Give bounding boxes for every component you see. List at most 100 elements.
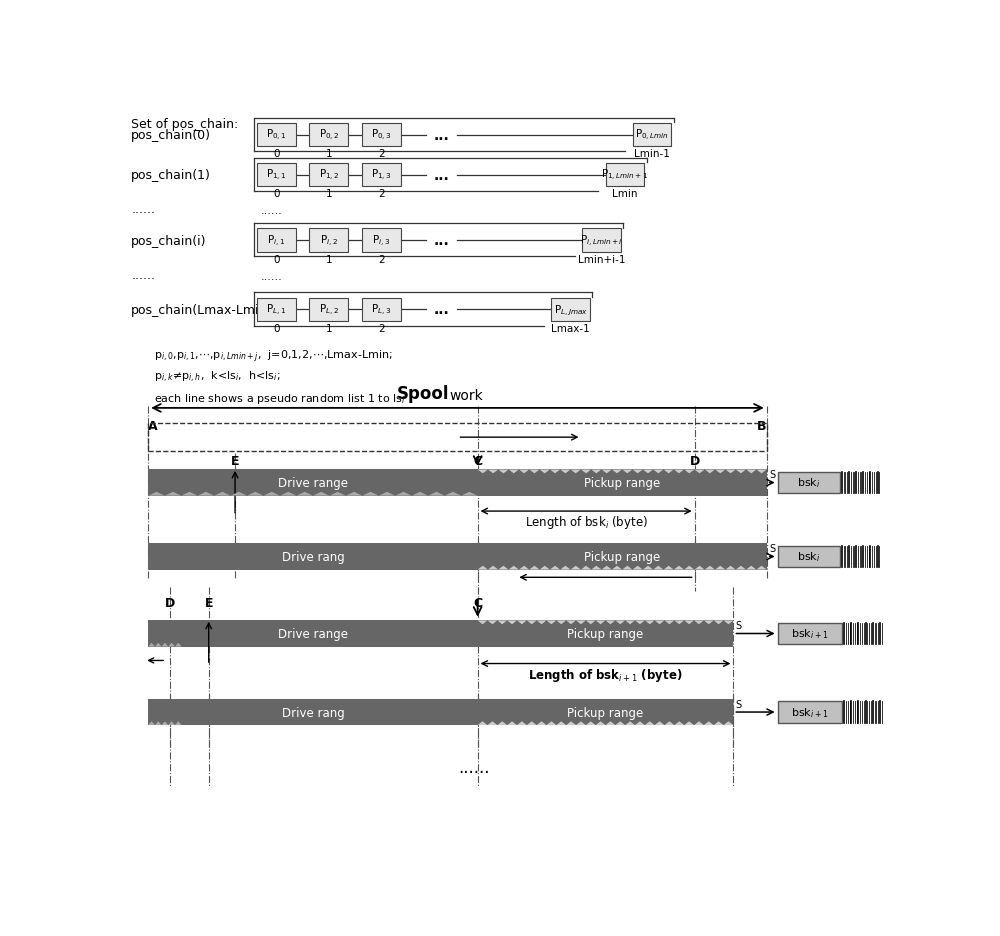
Polygon shape [428, 492, 445, 496]
Polygon shape [674, 470, 684, 474]
Text: P$_{L,Jmax}$: P$_{L,Jmax}$ [554, 303, 588, 317]
Bar [148, 544, 478, 570]
Polygon shape [497, 722, 507, 725]
Bar [148, 621, 478, 647]
Text: P$_{i,2}$: P$_{i,2}$ [320, 233, 338, 248]
Bar [362, 164, 401, 187]
Polygon shape [165, 492, 181, 496]
Text: 1: 1 [326, 255, 332, 265]
Polygon shape [663, 566, 674, 570]
Text: P$_{1,3}$: P$_{1,3}$ [371, 168, 392, 183]
Polygon shape [694, 470, 705, 474]
Polygon shape [596, 621, 606, 624]
Polygon shape [148, 492, 165, 496]
Polygon shape [625, 621, 635, 624]
Polygon shape [665, 621, 674, 624]
Polygon shape [379, 492, 395, 496]
Text: each line shows a pseudo random list 1 to ls$_i$: each line shows a pseudo random list 1 t… [154, 391, 406, 405]
Text: Lmin-1: Lmin-1 [634, 149, 670, 159]
Polygon shape [612, 566, 622, 570]
Polygon shape [645, 621, 655, 624]
Text: Pickup range: Pickup range [567, 627, 644, 640]
Text: D: D [690, 455, 700, 468]
Polygon shape [507, 722, 517, 725]
Polygon shape [665, 722, 674, 725]
Text: Drive range: Drive range [278, 476, 348, 490]
Text: ......: ...... [261, 271, 282, 282]
Polygon shape [529, 566, 540, 570]
Polygon shape [168, 722, 175, 725]
Text: 1: 1 [326, 189, 332, 199]
Text: Pickup range: Pickup range [584, 476, 660, 490]
Polygon shape [329, 492, 346, 496]
Polygon shape [540, 470, 550, 474]
Bar [148, 424, 767, 451]
Polygon shape [537, 621, 546, 624]
Text: S: S [736, 699, 742, 709]
Polygon shape [615, 722, 625, 725]
Polygon shape [571, 470, 581, 474]
Polygon shape [168, 643, 175, 647]
Bar [257, 164, 296, 187]
Text: Drive rang: Drive rang [282, 706, 344, 719]
Polygon shape [694, 722, 704, 725]
Polygon shape [488, 566, 498, 570]
Text: p$_{i,0}$,p$_{i,1}$,⋯,p$_{i,Lmin+j}$,  j=0,1,2,⋯,Lmax-Lmin;: p$_{i,0}$,p$_{i,1}$,⋯,p$_{i,Lmin+j}$, j=… [154, 348, 393, 365]
Polygon shape [247, 492, 264, 496]
Polygon shape [736, 566, 746, 570]
Polygon shape [231, 492, 247, 496]
Polygon shape [586, 621, 596, 624]
Text: Drive rang: Drive rang [282, 550, 344, 563]
Polygon shape [155, 722, 162, 725]
Polygon shape [704, 621, 714, 624]
Polygon shape [478, 722, 487, 725]
Bar [148, 699, 478, 725]
Polygon shape [461, 492, 478, 496]
Text: bsk$_{i+1}$: bsk$_{i+1}$ [791, 627, 828, 641]
Text: P$_{L,2}$: P$_{L,2}$ [319, 302, 339, 317]
Polygon shape [175, 722, 182, 725]
Polygon shape [715, 566, 725, 570]
Polygon shape [478, 566, 488, 570]
Polygon shape [498, 470, 509, 474]
Polygon shape [756, 470, 767, 474]
Text: S: S [769, 470, 775, 480]
Bar [257, 299, 296, 322]
Polygon shape [566, 621, 576, 624]
Polygon shape [602, 566, 612, 570]
Text: Lmax-1: Lmax-1 [551, 324, 590, 334]
Polygon shape [746, 566, 756, 570]
Polygon shape [684, 470, 694, 474]
Polygon shape [571, 566, 581, 570]
Polygon shape [705, 470, 715, 474]
Polygon shape [684, 621, 694, 624]
Text: S: S [736, 621, 742, 631]
Polygon shape [540, 566, 550, 570]
Polygon shape [517, 722, 527, 725]
Polygon shape [635, 722, 645, 725]
Polygon shape [581, 470, 591, 474]
Text: P$_{L,1}$: P$_{L,1}$ [266, 302, 286, 317]
Polygon shape [198, 492, 214, 496]
Polygon shape [663, 470, 674, 474]
Text: 2: 2 [378, 189, 385, 199]
Polygon shape [606, 722, 615, 725]
Text: ......: ...... [458, 759, 490, 777]
Text: pos_chain(Lmax-Lmin): pos_chain(Lmax-Lmin) [131, 303, 272, 316]
Polygon shape [694, 621, 704, 624]
Polygon shape [497, 621, 507, 624]
Polygon shape [643, 470, 653, 474]
Polygon shape [546, 621, 556, 624]
Text: p$_{i,k}$≠p$_{i,h}$,  k<ls$_i$,  h<ls$_i$;: p$_{i,k}$≠p$_{i,h}$, k<ls$_i$, h<ls$_i$; [154, 370, 281, 385]
Bar [633, 124, 671, 147]
Text: C: C [473, 455, 482, 468]
Bar [478, 699, 733, 725]
Bar [362, 124, 401, 147]
Polygon shape [445, 492, 461, 496]
Polygon shape [478, 470, 488, 474]
Polygon shape [556, 722, 566, 725]
Polygon shape [527, 722, 537, 725]
Polygon shape [632, 566, 643, 570]
Text: Drive range: Drive range [278, 627, 348, 640]
Text: 1: 1 [326, 324, 332, 334]
